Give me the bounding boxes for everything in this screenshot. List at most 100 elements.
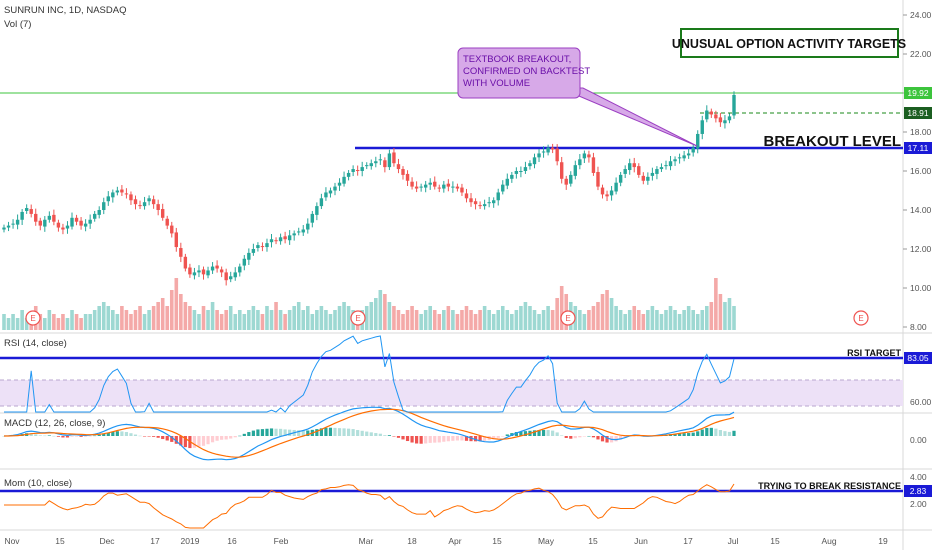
time-tick-label: 17 [150, 536, 160, 546]
momentum-line [4, 483, 735, 529]
macd-hist-bar [483, 436, 487, 441]
macd-hist-bar [38, 435, 42, 436]
macd-hist-bar [183, 436, 187, 448]
macd-hist-bar [342, 428, 346, 436]
candle-body [224, 272, 228, 281]
macd-hist-bar [387, 435, 392, 436]
candle-body [573, 165, 578, 176]
volume-bar [460, 310, 464, 330]
macd-hist-bar [56, 436, 61, 437]
candle-body [532, 157, 537, 165]
candle-body [727, 116, 732, 121]
macd-hist-bar [378, 433, 382, 436]
macd-hist-bar [383, 435, 387, 436]
volume-bar [319, 306, 324, 330]
candle-body [43, 219, 47, 227]
volume-label: Vol (7) [4, 19, 31, 30]
price-axis[interactable]: 24.0022.0020.0018.0016.0014.0012.0010.00… [903, 10, 932, 332]
macd-hist-bar [74, 436, 79, 437]
dashed-price-value: 18.91 [907, 108, 929, 118]
volume-bar [38, 314, 43, 330]
macd-hist-bar [269, 428, 274, 436]
candle-body [564, 178, 568, 185]
volume-bar [151, 306, 156, 330]
earnings-marker-label: E [858, 314, 863, 323]
volume-bar [623, 314, 627, 330]
callout-line-2: CONFIRMED ON BACKTEST [463, 66, 590, 77]
macd-hist-bar [687, 433, 691, 436]
volume-bar [346, 306, 351, 330]
price-tick-label: 18.00 [910, 127, 932, 137]
macd-hist-bar [369, 432, 373, 436]
rsi-tick-60: 60.00 [910, 397, 932, 407]
macd-hist-bar [47, 435, 51, 436]
volume-bar [61, 314, 65, 330]
candle-body [247, 252, 251, 260]
earnings-marker[interactable] [853, 310, 869, 326]
earnings-marker[interactable] [350, 310, 366, 326]
candle-body [20, 211, 24, 220]
macd-hist-bar [551, 430, 555, 436]
volume-bar [682, 310, 686, 330]
volume-bar [247, 310, 251, 330]
time-tick-label: 19 [878, 536, 888, 546]
macd-hist-bar [560, 435, 564, 436]
volume-bar [337, 306, 342, 330]
candle-body [115, 190, 120, 193]
macd-hist-bar [324, 427, 328, 436]
price-tick-label: 10.00 [910, 283, 932, 293]
candle-body [628, 163, 632, 171]
macd-hist-bar [278, 428, 283, 436]
candle-body [600, 187, 605, 195]
macd-hist-bar [165, 436, 169, 441]
candle-body [437, 187, 441, 189]
candle-body [242, 258, 247, 266]
volume-bar [265, 306, 269, 330]
earnings-marker[interactable] [560, 310, 576, 326]
volume-bar [587, 310, 591, 330]
macd-hist-bar [392, 436, 396, 437]
macd-hist-bar [501, 436, 505, 437]
macd-hist-bar [265, 428, 269, 436]
callout-box [457, 47, 581, 99]
macd-hist-bar [405, 436, 410, 442]
macd-hist-bar [410, 436, 414, 443]
price-tick-label: 24.00 [910, 10, 932, 20]
macd-hist-bar [700, 429, 704, 436]
volume-bar [437, 314, 442, 330]
volume-bar [83, 314, 88, 330]
volume-bar [292, 306, 296, 330]
rsi-target-label: RSI TARGET [847, 348, 901, 358]
candle-body [605, 194, 609, 197]
candle-body [718, 117, 723, 123]
candle-body [219, 269, 224, 273]
volume-bar [369, 302, 374, 330]
mom-resistance-badge [904, 485, 932, 497]
time-axis[interactable]: Nov 15 Dec 17 2019 16 Feb Mar 18 Apr 15 May 15 Jun 17 J… [4, 536, 888, 546]
time-tick-label: 17 [683, 536, 693, 546]
volume-bar [147, 310, 151, 330]
macd-hist-bar [224, 436, 228, 440]
candle-body [555, 148, 559, 162]
macd-hist-bar [464, 436, 469, 441]
candle-body [560, 162, 564, 179]
volume-bar [192, 310, 197, 330]
candle-body [324, 192, 328, 198]
volume-bar [537, 314, 541, 330]
candle-body [188, 267, 192, 275]
candle-body [609, 190, 614, 196]
earnings-marker[interactable] [25, 310, 41, 326]
price-tick-label: 22.00 [910, 49, 932, 59]
macd-hist-bar [229, 436, 233, 439]
candle-body [15, 219, 20, 225]
macd-hist-bar [732, 430, 736, 436]
volume-bar [278, 310, 283, 330]
volume-bar [328, 314, 333, 330]
macd-title: MACD (12, 26, close, 9) [4, 418, 105, 429]
candle-body [365, 165, 369, 167]
volume-bar [188, 306, 192, 330]
macd-hist-bar [238, 435, 242, 437]
volume-bar [111, 310, 115, 330]
volume-bar [296, 302, 301, 330]
volume-bar [718, 294, 723, 330]
